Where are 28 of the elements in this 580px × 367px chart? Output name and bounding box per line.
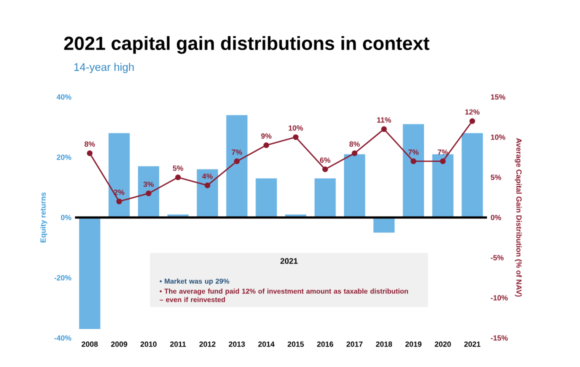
- chart-title: 2021 capital gain distributions in context: [64, 36, 430, 54]
- point: [263, 142, 270, 148]
- bar: [462, 133, 483, 218]
- point: [469, 118, 476, 124]
- point: [86, 150, 93, 156]
- point: [292, 134, 299, 140]
- bar: [402, 124, 424, 218]
- bar: [373, 218, 395, 233]
- bar: [432, 154, 454, 218]
- point: [116, 198, 122, 204]
- bar: [226, 115, 248, 218]
- point: [410, 158, 416, 164]
- bar: [79, 218, 100, 329]
- bar: [256, 178, 277, 218]
- point: [352, 150, 358, 156]
- chart-subtitle: 14-year high: [74, 62, 134, 74]
- point: [381, 126, 387, 132]
- bar: [138, 166, 160, 218]
- point: [234, 158, 240, 164]
- bar: [196, 169, 218, 218]
- bar: [344, 154, 366, 218]
- point: [146, 190, 152, 196]
- point: [175, 174, 181, 180]
- bar: [314, 178, 336, 218]
- point: [440, 158, 446, 164]
- point: [322, 166, 328, 172]
- bar: [108, 133, 130, 218]
- point: [204, 182, 210, 188]
